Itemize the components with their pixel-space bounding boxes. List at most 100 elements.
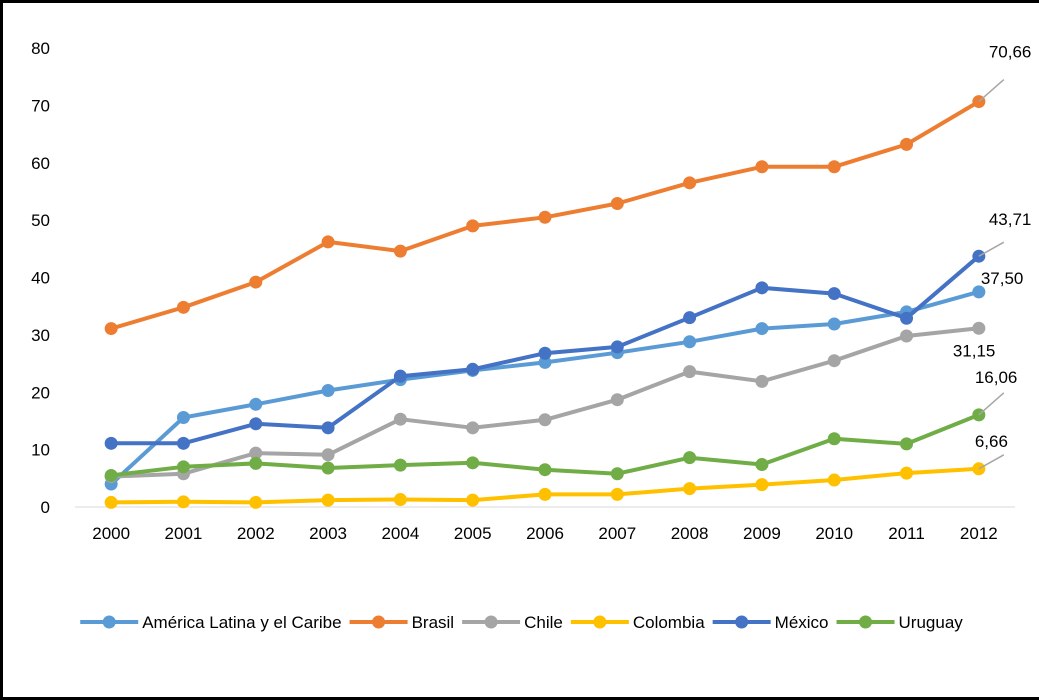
label-leader-line	[978, 241, 1005, 257]
data-point	[683, 365, 697, 379]
data-point	[321, 493, 335, 507]
data-point	[683, 335, 697, 349]
data-point	[176, 410, 190, 424]
data-point	[249, 397, 263, 411]
legend-label: México	[775, 613, 829, 632]
x-tick-label: 2000	[92, 524, 130, 543]
x-tick-label: 2002	[237, 524, 275, 543]
y-tick-label: 40	[31, 269, 50, 288]
data-point	[393, 493, 407, 507]
data-point	[104, 322, 118, 336]
data-point	[610, 467, 624, 481]
legend-item: Uruguay	[836, 613, 964, 632]
data-point	[683, 451, 697, 465]
data-point	[393, 412, 407, 426]
data-point	[827, 160, 841, 174]
x-tick-label: 2008	[671, 524, 709, 543]
data-point	[900, 437, 914, 451]
legend-label: Chile	[524, 613, 563, 632]
legend-swatch-marker	[859, 615, 873, 629]
legend-label: Uruguay	[899, 613, 964, 632]
y-tick-label: 70	[31, 96, 50, 115]
axes: 0 10 20 30 40 50 60 70 80 2000 2001 2002 2003 2004 200…	[31, 39, 1015, 543]
data-point	[900, 311, 914, 325]
series-lines	[104, 95, 986, 509]
legend-label: Brasil	[412, 613, 455, 632]
x-tick-label: 2007	[598, 524, 636, 543]
data-point	[393, 369, 407, 383]
legend-item: Colombia	[570, 613, 705, 632]
label-leader-line	[978, 454, 1005, 470]
legend-item: México	[712, 613, 829, 632]
legend-swatch-marker	[735, 615, 749, 629]
legend-swatch-marker	[484, 615, 498, 629]
legend-item: Brasil	[349, 613, 455, 632]
series-uruguay	[104, 408, 986, 482]
data-point	[538, 413, 552, 427]
data-labels: 37,50 70,66 31,15 6,66 43,71 16,06	[953, 43, 1032, 470]
legend-label: América Latina y el Caribe	[142, 613, 341, 632]
data-point	[321, 421, 335, 435]
data-point	[393, 458, 407, 472]
legend-swatch-marker	[593, 615, 607, 629]
data-point	[176, 300, 190, 314]
data-point	[466, 456, 480, 470]
data-point	[538, 355, 552, 369]
data-point	[538, 210, 552, 224]
data-point	[176, 436, 190, 450]
data-point	[610, 196, 624, 210]
label-leader-line	[978, 79, 1005, 103]
x-tick-label: 2004	[381, 524, 419, 543]
data-point	[466, 421, 480, 435]
end-value-label: 37,50	[981, 269, 1024, 288]
data-point	[176, 495, 190, 509]
data-point	[466, 493, 480, 507]
data-point	[104, 436, 118, 450]
data-point	[827, 473, 841, 487]
x-tick-label: 2001	[165, 524, 203, 543]
data-point	[321, 448, 335, 462]
x-tick-label: 2012	[960, 524, 998, 543]
y-tick-label: 10	[31, 441, 50, 460]
data-point	[683, 176, 697, 190]
data-point	[321, 461, 335, 475]
end-value-label: 6,66	[975, 432, 1008, 451]
data-point	[538, 487, 552, 501]
y-tick-label: 50	[31, 211, 50, 230]
data-point	[249, 417, 263, 431]
end-value-label: 16,06	[975, 368, 1018, 387]
y-tick-label: 80	[31, 39, 50, 58]
data-point	[972, 321, 986, 335]
x-tick-label: 2005	[454, 524, 492, 543]
data-point	[249, 275, 263, 289]
end-value-label: 43,71	[989, 210, 1032, 229]
data-point	[249, 495, 263, 509]
series-mexico	[104, 249, 986, 450]
end-value-label: 70,66	[989, 43, 1032, 62]
data-point	[972, 285, 986, 299]
series-colombia	[104, 462, 986, 509]
y-tick-label: 20	[31, 383, 50, 402]
data-point	[466, 362, 480, 376]
data-point	[900, 137, 914, 151]
x-tick-label: 2003	[309, 524, 347, 543]
data-point	[827, 354, 841, 368]
x-tick-label: 2009	[743, 524, 781, 543]
data-point	[538, 463, 552, 477]
data-point	[104, 468, 118, 482]
series-chile	[104, 321, 986, 484]
data-point	[755, 458, 769, 472]
data-point	[393, 244, 407, 258]
x-tick-label: 2011	[888, 524, 925, 543]
label-leader-line	[978, 392, 1005, 416]
data-point	[827, 317, 841, 331]
data-point	[610, 393, 624, 407]
data-point	[755, 478, 769, 492]
end-value-label: 31,15	[953, 341, 996, 360]
legend-item: América Latina y el Caribe	[80, 613, 342, 632]
data-point	[900, 466, 914, 480]
data-point	[321, 235, 335, 249]
x-tick-label: 2006	[526, 524, 564, 543]
data-point	[610, 340, 624, 354]
